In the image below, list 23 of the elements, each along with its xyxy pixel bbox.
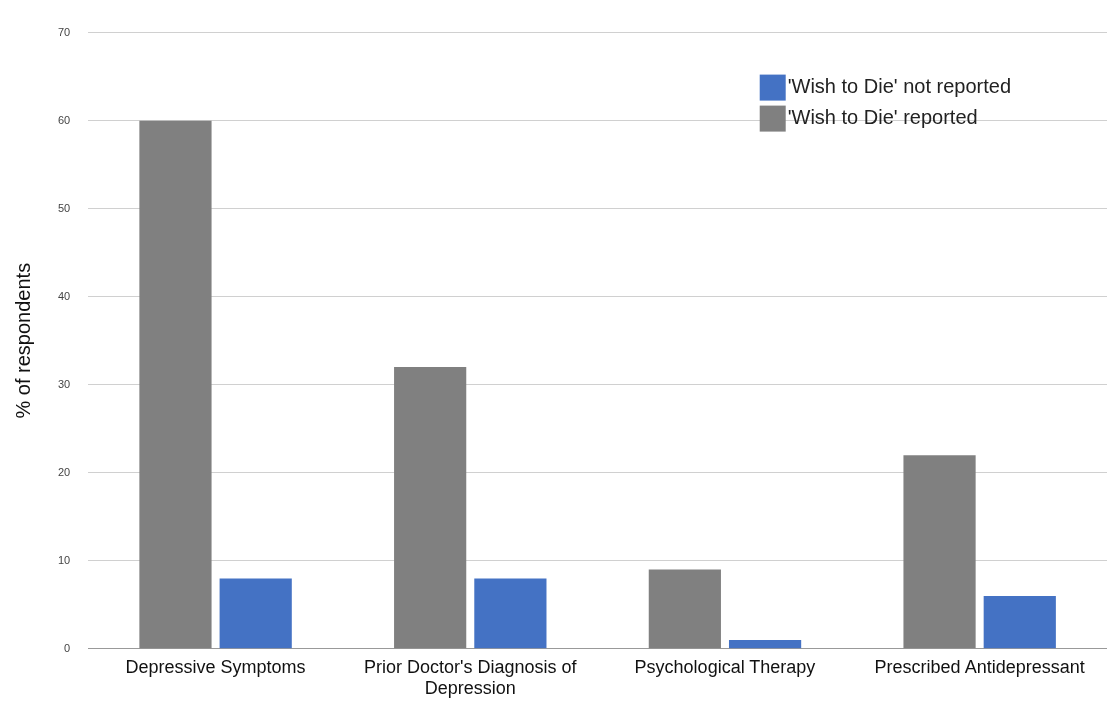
x-tick-label: Prescribed Antidepressant <box>874 656 1085 677</box>
bar <box>903 455 976 649</box>
legend-label: 'Wish to Die' reported <box>787 106 978 129</box>
bar <box>474 578 547 649</box>
y-tick-label: 30 <box>57 377 71 390</box>
y-tick-label: 10 <box>57 553 71 566</box>
y-axis-title: % of respondents <box>11 262 34 419</box>
y-tick-label: 0 <box>64 641 71 654</box>
y-tick-label: 70 <box>57 25 71 38</box>
y-tick-label: 40 <box>57 289 71 302</box>
bar <box>648 569 721 649</box>
x-tick-label: Psychological Therapy <box>634 656 816 677</box>
y-tick-label: 20 <box>57 465 71 478</box>
x-tick-label: Prior Doctor's Diagnosis of Depression <box>364 656 578 699</box>
x-tick-label: Depressive Symptoms <box>125 656 306 677</box>
legend-label: 'Wish to Die' not reported <box>787 75 1012 98</box>
bar <box>219 578 292 649</box>
y-tick-label: 50 <box>57 201 71 214</box>
bar <box>394 367 467 649</box>
bar <box>139 120 212 649</box>
bar <box>728 640 802 649</box>
y-tick-label: 60 <box>57 113 71 126</box>
bar <box>983 595 1056 649</box>
